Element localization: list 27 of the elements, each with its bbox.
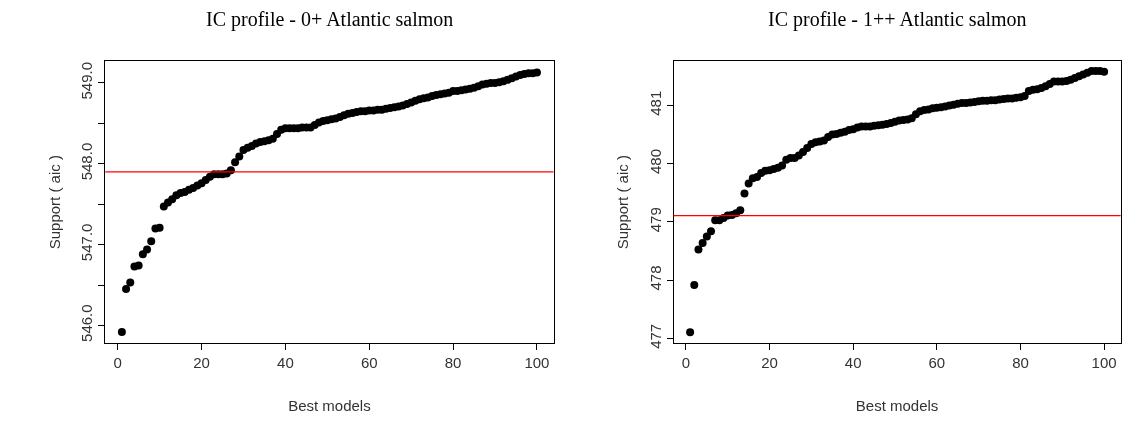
x-axis-title: Best models [288,397,371,415]
x-tick-label: 0 [681,354,691,372]
y-tick-label: 547.0 [78,223,96,262]
x-tick-label: 80 [1012,354,1029,372]
y-tick-label: 548.0 [78,142,96,181]
y-tick-label: 549.0 [78,61,96,100]
x-tick-label: 0 [113,354,122,372]
x-axis-title: Best models [855,397,939,415]
x-tick-label: 40 [844,354,862,372]
x-tick-label: 20 [761,354,778,372]
x-tick-label: 60 [928,354,946,372]
x-tick-label: 100 [524,354,550,372]
chart-title: IC profile - 0+ Atlantic salmon [206,8,454,31]
y-tick-label: 481 [646,90,664,116]
y-tick-label: 480 [646,148,664,174]
x-tick-label: 80 [444,354,462,372]
y-tick-label: 478 [646,265,664,291]
y-axis-title: Support ( aic ) [613,155,631,250]
x-tick-label: 100 [1091,354,1117,372]
y-tick-label: 479 [646,207,664,233]
x-tick-label: 40 [277,354,294,372]
y-tick-label: 477 [646,323,664,349]
chart-title: IC profile - 1++ Atlantic salmon [768,8,1027,31]
y-axis-title: Support ( aic ) [45,155,63,250]
x-tick-label: 60 [360,354,378,372]
y-tick-label: 546.0 [78,304,96,342]
x-tick-label: 20 [193,354,210,372]
